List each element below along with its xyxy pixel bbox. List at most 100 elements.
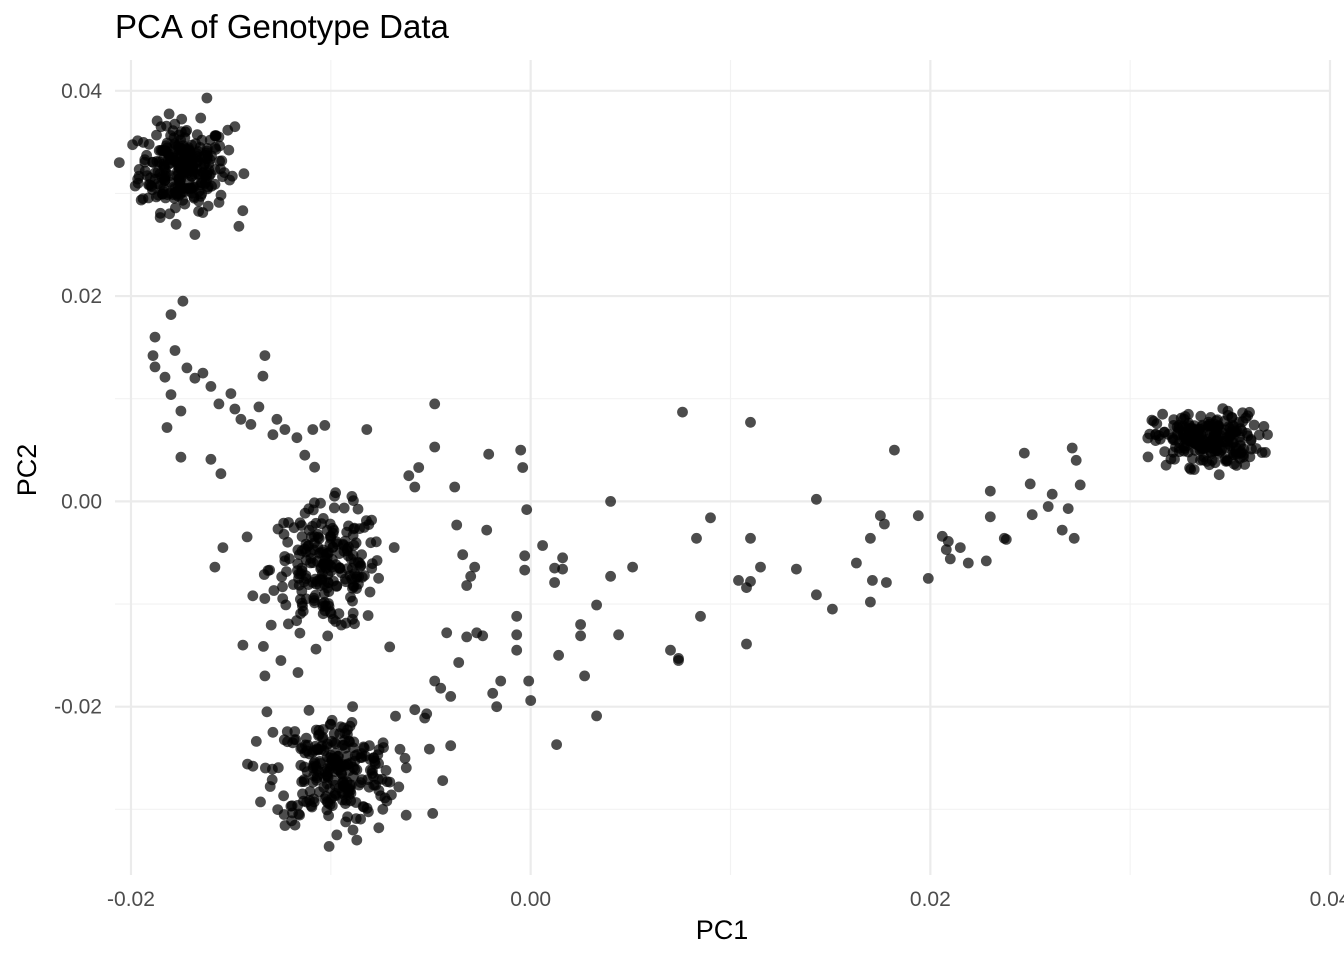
data-point [340, 816, 352, 828]
data-point [1074, 479, 1086, 491]
data-point [1184, 428, 1196, 440]
data-point [330, 487, 341, 499]
data-point [755, 561, 766, 573]
data-point [1070, 454, 1082, 466]
data-point [1226, 412, 1238, 423]
data-point [133, 170, 145, 182]
data-point [281, 726, 293, 737]
data-point [267, 726, 279, 738]
data-point [1163, 429, 1174, 440]
data-point [217, 542, 229, 553]
data-point [579, 670, 590, 682]
data-point [313, 730, 324, 741]
data-point [214, 155, 226, 167]
data-point [330, 790, 342, 801]
data-point [147, 350, 159, 361]
data-point [605, 496, 616, 507]
data-point [1248, 419, 1260, 431]
data-point [733, 575, 744, 586]
data-point [338, 502, 350, 514]
data-point [343, 520, 354, 532]
data-point [944, 553, 956, 565]
data-point [1205, 412, 1217, 423]
data-point [179, 198, 191, 210]
data-point [215, 468, 227, 480]
data-point [325, 606, 336, 618]
data-point [314, 756, 326, 767]
data-point [201, 92, 213, 104]
data-point [954, 542, 966, 553]
data-point [335, 721, 346, 733]
data-point [591, 599, 602, 611]
data-point [293, 579, 305, 591]
data-point [272, 804, 284, 815]
data-point [549, 577, 560, 588]
x-axis-ticks: -0.02 0.00 0.02 0.04 [107, 888, 1344, 911]
data-point [294, 517, 306, 529]
data-point [358, 522, 370, 533]
data-point [209, 130, 221, 142]
data-point [209, 561, 221, 573]
data-point [1150, 428, 1162, 440]
data-point [158, 182, 170, 194]
data-point [164, 208, 176, 220]
data-point [429, 398, 441, 410]
data-point [283, 517, 294, 528]
data-point [695, 610, 706, 622]
data-point [331, 581, 342, 592]
data-point [549, 562, 560, 574]
data-point [275, 655, 287, 666]
data-point [1160, 459, 1172, 471]
data-point [1066, 442, 1078, 454]
x-tick-label: -0.02 [107, 888, 155, 911]
data-point [1018, 447, 1030, 459]
data-point [324, 518, 336, 530]
data-point [373, 822, 385, 834]
data-point [333, 608, 345, 620]
data-point [394, 743, 406, 755]
y-tick-label: 0.04 [61, 80, 102, 103]
data-point [168, 192, 180, 204]
data-point [745, 416, 756, 428]
data-point [1258, 421, 1270, 432]
data-point [322, 582, 333, 594]
data-point [745, 532, 756, 544]
data-point [519, 564, 531, 576]
data-point [400, 809, 412, 821]
data-point [237, 639, 249, 651]
data-point [247, 590, 259, 602]
data-point [351, 583, 362, 594]
data-point [511, 610, 523, 622]
data-point [421, 708, 433, 720]
data-point [278, 790, 289, 802]
data-point [169, 345, 181, 356]
data-point [366, 768, 378, 779]
data-point [295, 759, 307, 771]
data-point [912, 510, 924, 522]
data-point [922, 573, 934, 584]
data-point [1240, 412, 1252, 424]
data-point [156, 171, 168, 183]
data-point [313, 765, 324, 777]
data-point [791, 563, 802, 575]
data-point [229, 121, 241, 133]
data-point [213, 398, 225, 410]
data-point [292, 558, 304, 570]
data-point [184, 183, 196, 195]
data-point [1242, 430, 1254, 442]
data-point [627, 561, 638, 573]
data-point [189, 229, 201, 240]
data-point [233, 220, 245, 232]
data-point [575, 630, 586, 642]
data-point [299, 449, 311, 461]
data-point [453, 657, 465, 668]
y-axis-ticks: -0.02 0.00 0.02 0.04 [54, 80, 102, 719]
data-point [295, 743, 307, 755]
chart-title: PCA of Genotype Data [115, 8, 450, 45]
data-point [223, 144, 235, 156]
data-point [226, 170, 238, 182]
data-point [393, 781, 405, 793]
data-point [225, 388, 237, 399]
data-point [277, 581, 288, 593]
